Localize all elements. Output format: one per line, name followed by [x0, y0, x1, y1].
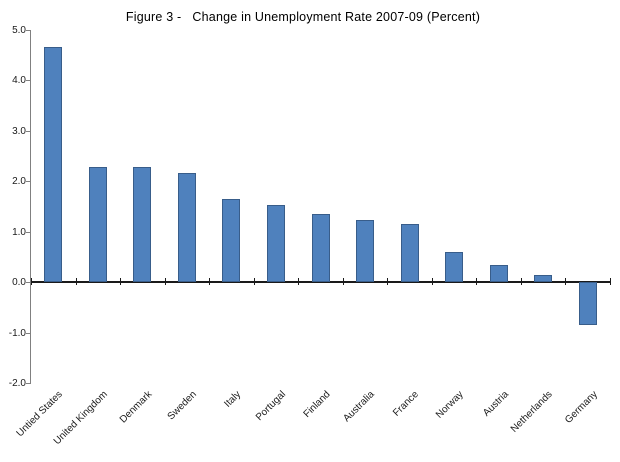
x-axis-tick	[610, 278, 611, 285]
y-axis-tick-label: 0.0	[12, 277, 26, 288]
x-axis-label: Norway	[434, 389, 466, 421]
x-axis-label: Netherlands	[509, 389, 555, 435]
y-axis-tick	[26, 80, 31, 81]
bar-germany	[579, 282, 597, 325]
x-axis-label: Germany	[562, 389, 600, 426]
bar-denmark	[133, 167, 151, 282]
bar-finland	[312, 214, 330, 282]
y-axis-tick-label: 4.0	[12, 75, 26, 86]
x-axis-label: Finland	[301, 389, 333, 420]
bar-netherlands	[534, 275, 552, 282]
y-axis-tick	[26, 333, 31, 334]
y-axis-tick-label: -1.0	[8, 328, 26, 339]
x-axis-tick	[476, 278, 477, 285]
x-axis-tick	[254, 278, 255, 285]
chart-title: Figure 3 - Change in Unemployment Rate 2…	[125, 10, 481, 24]
bar-sweden	[178, 173, 196, 282]
bar-untied-states	[44, 47, 62, 282]
x-axis-label: Italy	[222, 389, 244, 410]
bar-italy	[222, 199, 240, 282]
y-axis-tick-label: 2.0	[12, 176, 26, 187]
y-axis-tick-label: 5.0	[12, 25, 26, 36]
x-axis-label: Sweden	[165, 389, 199, 423]
bar-united-kingdom	[89, 167, 107, 282]
y-axis-line	[30, 29, 31, 384]
y-axis-tick	[26, 30, 31, 31]
x-axis-tick	[432, 278, 433, 285]
y-axis-tick-label: 3.0	[12, 126, 26, 137]
y-axis-tick	[26, 181, 31, 182]
bar-australia	[356, 220, 374, 282]
x-axis-tick	[387, 278, 388, 285]
x-axis-label: Austria	[480, 389, 511, 419]
bar-austria	[490, 265, 508, 282]
x-axis-label: Portugal	[253, 389, 288, 424]
y-axis-tick	[26, 282, 31, 283]
x-axis-label: Australia	[341, 389, 377, 425]
x-axis-label: France	[391, 389, 422, 419]
bar-france	[401, 224, 419, 282]
y-axis-tick	[26, 232, 31, 233]
x-axis-tick	[343, 278, 344, 285]
y-axis-tick	[26, 383, 31, 384]
x-axis-tick	[165, 278, 166, 285]
x-axis-tick	[31, 278, 32, 285]
x-axis-zero-line	[31, 281, 610, 283]
y-axis-tick	[26, 131, 31, 132]
x-axis-tick	[298, 278, 299, 285]
x-axis-tick	[565, 278, 566, 285]
x-axis-tick	[209, 278, 210, 285]
x-axis-tick	[521, 278, 522, 285]
x-axis-tick	[76, 278, 77, 285]
x-axis-tick	[120, 278, 121, 285]
bar-norway	[445, 252, 463, 282]
y-axis-tick-label: -2.0	[8, 378, 26, 389]
y-axis-tick-label: 1.0	[12, 227, 26, 238]
bar-portugal	[267, 205, 285, 282]
x-axis-label: Denmark	[117, 389, 155, 426]
